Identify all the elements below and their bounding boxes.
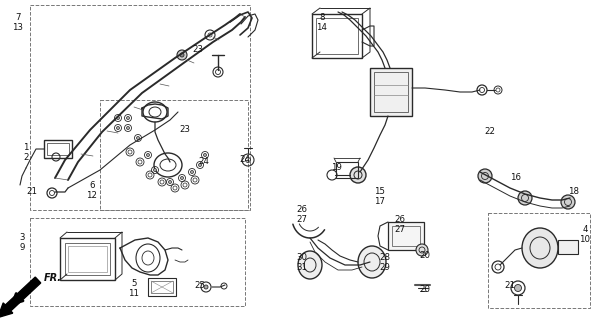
Text: 20: 20 xyxy=(419,251,430,260)
Text: 26: 26 xyxy=(296,205,308,214)
Circle shape xyxy=(191,171,194,173)
Text: 14: 14 xyxy=(317,23,328,33)
FancyArrow shape xyxy=(0,277,41,317)
Circle shape xyxy=(514,284,522,292)
Text: 23: 23 xyxy=(192,45,204,54)
Text: 21: 21 xyxy=(504,281,516,290)
Bar xyxy=(392,226,420,246)
Text: 9: 9 xyxy=(19,244,25,252)
Text: 1: 1 xyxy=(23,143,29,153)
Bar xyxy=(370,68,412,116)
Text: 11: 11 xyxy=(129,289,139,298)
Bar xyxy=(100,100,248,210)
Text: 24: 24 xyxy=(198,157,210,166)
Circle shape xyxy=(198,164,201,166)
Text: 20: 20 xyxy=(419,285,430,294)
Text: 23: 23 xyxy=(180,125,191,134)
Text: 12: 12 xyxy=(87,190,97,199)
Bar xyxy=(316,18,358,54)
Bar xyxy=(47,143,69,155)
Circle shape xyxy=(126,116,129,119)
Circle shape xyxy=(478,169,492,183)
Circle shape xyxy=(350,167,366,183)
Bar xyxy=(312,14,362,58)
Text: 29: 29 xyxy=(380,263,391,273)
Text: 6: 6 xyxy=(90,180,95,189)
Text: 10: 10 xyxy=(579,236,591,244)
Circle shape xyxy=(117,116,120,119)
Text: FR.: FR. xyxy=(44,273,62,283)
Circle shape xyxy=(168,180,171,183)
Text: 26: 26 xyxy=(394,215,406,225)
Bar xyxy=(68,246,107,272)
Text: 4: 4 xyxy=(582,226,588,235)
Text: 27: 27 xyxy=(394,226,406,235)
Bar xyxy=(374,72,408,112)
Text: 5: 5 xyxy=(131,278,137,287)
Bar xyxy=(30,5,250,210)
Text: 3: 3 xyxy=(19,234,25,243)
Circle shape xyxy=(180,53,184,57)
Circle shape xyxy=(561,195,575,209)
Circle shape xyxy=(204,285,208,289)
Text: 25: 25 xyxy=(195,281,206,290)
Circle shape xyxy=(180,177,183,180)
Circle shape xyxy=(518,191,532,205)
Text: 24: 24 xyxy=(240,156,251,164)
Circle shape xyxy=(136,137,139,140)
Text: 15: 15 xyxy=(374,188,385,196)
Text: 2: 2 xyxy=(23,154,29,163)
Bar xyxy=(30,218,245,306)
Bar xyxy=(151,281,173,293)
Text: 30: 30 xyxy=(296,253,308,262)
Circle shape xyxy=(147,154,150,156)
Bar xyxy=(558,240,578,254)
Bar xyxy=(60,238,115,280)
Bar xyxy=(44,140,72,158)
Bar xyxy=(148,278,176,296)
Ellipse shape xyxy=(522,228,558,268)
Text: 21: 21 xyxy=(26,188,37,196)
Text: 16: 16 xyxy=(510,173,522,182)
Circle shape xyxy=(204,154,207,156)
Circle shape xyxy=(126,126,129,130)
Ellipse shape xyxy=(298,251,322,279)
Circle shape xyxy=(416,244,428,256)
Circle shape xyxy=(153,169,156,172)
Text: 19: 19 xyxy=(331,164,341,172)
Text: 7: 7 xyxy=(15,13,21,22)
Text: 17: 17 xyxy=(374,197,385,206)
Bar xyxy=(65,243,110,275)
Circle shape xyxy=(117,126,120,130)
Text: 28: 28 xyxy=(379,253,391,262)
Text: 13: 13 xyxy=(13,23,23,33)
Bar xyxy=(336,162,358,178)
Text: 18: 18 xyxy=(569,188,579,196)
Text: 22: 22 xyxy=(484,127,495,137)
Bar xyxy=(388,222,424,250)
Circle shape xyxy=(177,50,187,60)
Text: 27: 27 xyxy=(296,215,308,225)
Text: 8: 8 xyxy=(319,13,325,22)
Bar xyxy=(488,213,590,308)
Text: 31: 31 xyxy=(296,263,308,273)
Ellipse shape xyxy=(358,246,386,278)
